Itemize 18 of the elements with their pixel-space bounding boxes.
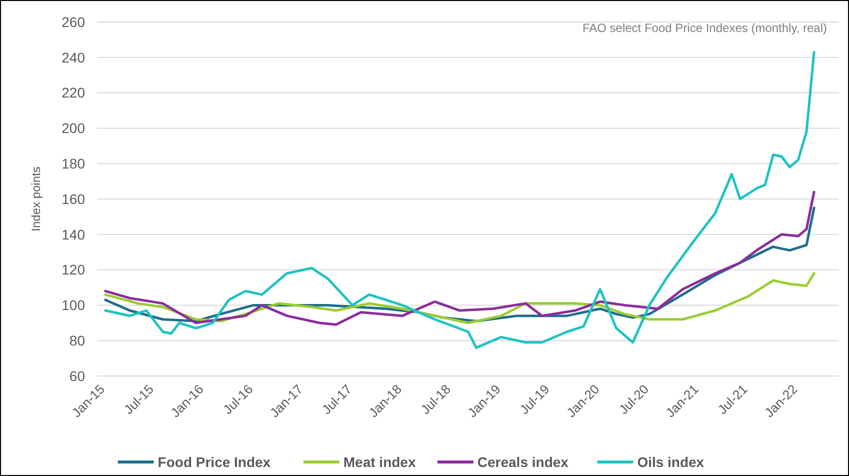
line-series [104,50,816,349]
legend-label: Cereals index [477,454,569,470]
y-tick-label: 60 [69,368,86,384]
y-tick-label: 260 [62,14,86,30]
legend-label: Meat index [343,454,416,470]
legend-label: Food Price Index [158,454,271,470]
y-tick-label: 200 [62,120,86,136]
legend-label: Oils index [637,454,704,470]
y-axis-title: Index points [29,166,43,232]
y-tick-label: 180 [62,156,86,172]
chart-title: FAO select Food Price Indexes (monthly, real) [582,21,827,35]
y-tick-label: 120 [62,262,86,278]
y-tick-label: 160 [62,190,86,207]
y-tick-label: 80 [69,332,86,348]
y-tick-label: 140 [62,226,86,242]
y-tick-label: 240 [62,49,86,66]
y-tick-label: 220 [62,84,86,101]
y-tick-label: 100 [62,297,86,314]
